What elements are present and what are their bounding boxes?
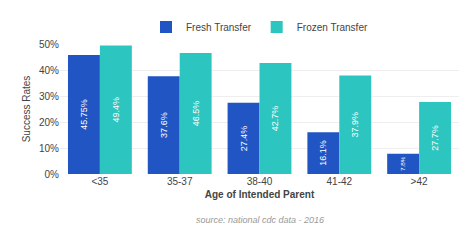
svg-text:38-40: 38-40 xyxy=(247,176,273,187)
svg-text:42.7%: 42.7% xyxy=(270,106,280,132)
svg-text:source: national cdc data - 20: source: national cdc data - 2016 xyxy=(196,215,324,225)
svg-text:10%: 10% xyxy=(39,143,59,154)
svg-text:0%: 0% xyxy=(45,169,60,180)
svg-text:Success Rates: Success Rates xyxy=(21,76,32,143)
svg-text:35-37: 35-37 xyxy=(167,176,193,187)
svg-text:<35: <35 xyxy=(91,176,108,187)
svg-text:27.4%: 27.4% xyxy=(239,126,249,152)
svg-text:37.9%: 37.9% xyxy=(350,112,360,138)
svg-text:20%: 20% xyxy=(39,117,59,128)
svg-text:27.7%: 27.7% xyxy=(430,125,440,151)
svg-text:Frozen Transfer: Frozen Transfer xyxy=(297,22,368,33)
svg-text:30%: 30% xyxy=(39,91,59,102)
svg-text:16.1%: 16.1% xyxy=(318,140,328,166)
svg-text:Age of Intended Parent: Age of Intended Parent xyxy=(205,189,315,200)
svg-text:40%: 40% xyxy=(39,65,59,76)
svg-text:49.4%: 49.4% xyxy=(111,97,121,123)
svg-text:45.75%: 45.75% xyxy=(79,99,89,130)
svg-text:41-42: 41-42 xyxy=(327,176,353,187)
svg-text:50%: 50% xyxy=(39,39,59,50)
svg-text:>42: >42 xyxy=(411,176,428,187)
svg-text:37.6%: 37.6% xyxy=(159,112,169,138)
svg-text:46.5%: 46.5% xyxy=(191,101,201,127)
svg-text:7.8%: 7.8% xyxy=(399,156,406,171)
svg-text:Fresh Transfer: Fresh Transfer xyxy=(186,22,252,33)
